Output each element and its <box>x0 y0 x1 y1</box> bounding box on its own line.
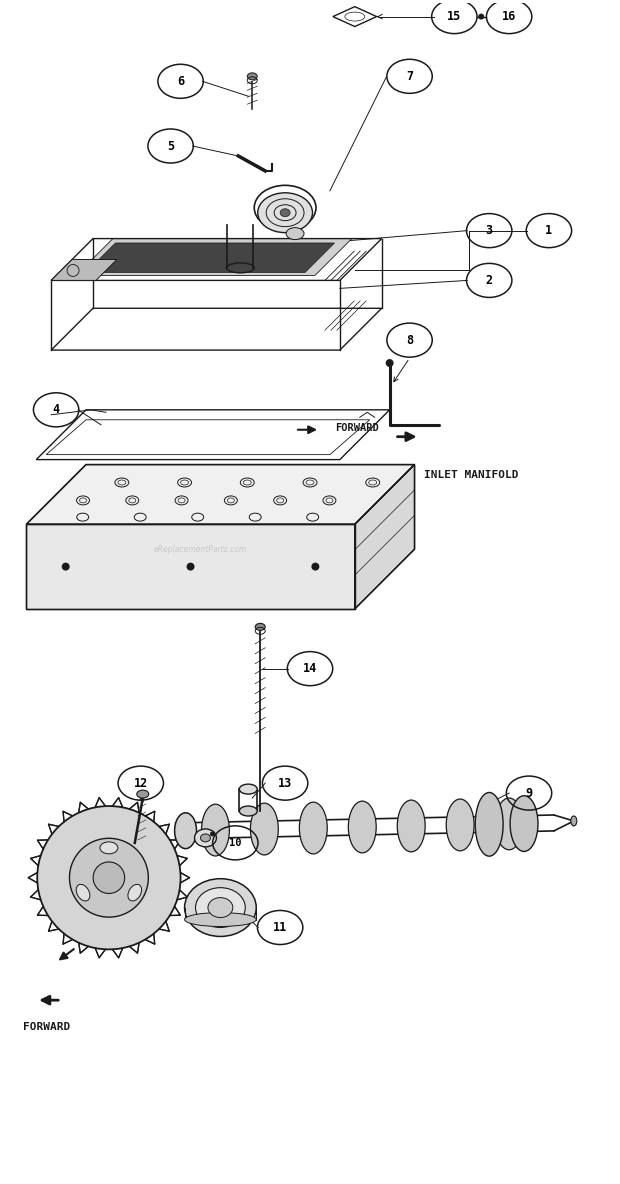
Circle shape <box>187 562 195 571</box>
Text: 10: 10 <box>229 838 242 848</box>
Ellipse shape <box>255 623 265 630</box>
Circle shape <box>62 562 69 571</box>
Text: 1: 1 <box>546 224 552 237</box>
Circle shape <box>69 838 148 918</box>
Ellipse shape <box>208 897 233 918</box>
Polygon shape <box>51 259 117 281</box>
Polygon shape <box>86 243 334 272</box>
Ellipse shape <box>200 834 210 842</box>
Text: 11: 11 <box>273 921 287 934</box>
Ellipse shape <box>247 73 257 79</box>
Text: 14: 14 <box>303 662 317 675</box>
Ellipse shape <box>128 884 141 901</box>
Text: 13: 13 <box>278 777 292 790</box>
Ellipse shape <box>280 208 290 217</box>
Ellipse shape <box>495 798 523 850</box>
Ellipse shape <box>195 829 216 847</box>
Text: 6: 6 <box>177 75 184 88</box>
Ellipse shape <box>476 792 503 856</box>
Ellipse shape <box>258 193 312 232</box>
Ellipse shape <box>286 227 304 239</box>
Ellipse shape <box>202 804 229 856</box>
Ellipse shape <box>239 784 257 794</box>
Text: eReplacementParts.com: eReplacementParts.com <box>154 545 247 554</box>
Ellipse shape <box>510 796 538 851</box>
Circle shape <box>311 562 319 571</box>
Ellipse shape <box>299 802 327 854</box>
Text: 8: 8 <box>406 334 413 347</box>
Circle shape <box>210 831 215 836</box>
Text: FORWARD: FORWARD <box>335 423 379 432</box>
Text: 9: 9 <box>526 786 533 799</box>
Polygon shape <box>355 464 415 609</box>
Text: 5: 5 <box>167 140 174 153</box>
Ellipse shape <box>571 816 577 826</box>
Text: 4: 4 <box>53 404 60 417</box>
Ellipse shape <box>185 879 256 937</box>
Circle shape <box>478 13 484 20</box>
Ellipse shape <box>397 800 425 851</box>
Polygon shape <box>76 239 352 276</box>
Ellipse shape <box>100 842 118 854</box>
Polygon shape <box>26 525 355 609</box>
Circle shape <box>386 359 394 367</box>
Ellipse shape <box>446 799 474 851</box>
Ellipse shape <box>195 888 246 927</box>
Text: INLET MANIFOLD: INLET MANIFOLD <box>425 470 519 480</box>
Ellipse shape <box>137 790 149 798</box>
Text: 15: 15 <box>447 11 461 24</box>
Ellipse shape <box>76 884 90 901</box>
Ellipse shape <box>239 806 257 816</box>
Text: 12: 12 <box>134 777 148 790</box>
Ellipse shape <box>348 802 376 852</box>
Polygon shape <box>26 464 415 525</box>
Text: 16: 16 <box>502 11 516 24</box>
Ellipse shape <box>185 913 256 927</box>
Circle shape <box>37 806 180 950</box>
Text: FORWARD: FORWARD <box>24 1022 71 1032</box>
Ellipse shape <box>250 803 278 855</box>
Text: 3: 3 <box>485 224 493 237</box>
Text: 7: 7 <box>406 70 413 83</box>
Circle shape <box>93 862 125 894</box>
Text: 2: 2 <box>485 274 493 287</box>
Ellipse shape <box>175 812 197 849</box>
